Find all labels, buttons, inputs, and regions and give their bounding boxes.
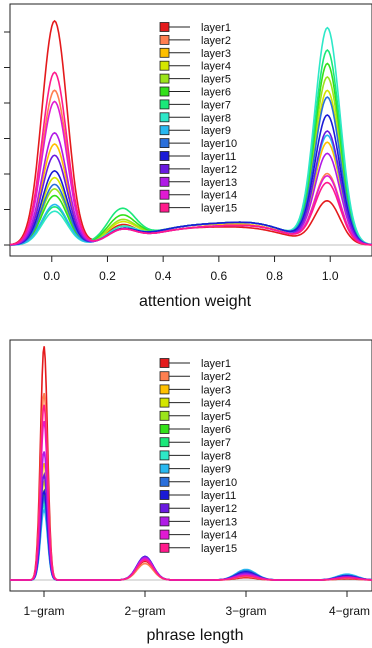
x-tick-label: 1.0: [322, 269, 339, 283]
legend-swatch-layer5: [159, 410, 170, 421]
x-tick-label: 0.2: [99, 269, 116, 283]
series-line-layer14: [10, 420, 372, 581]
legend-swatch-layer4: [159, 60, 170, 71]
series-line-layer15: [10, 404, 372, 581]
legend-swatch-layer11: [159, 490, 170, 500]
legend-swatch-layer2: [159, 371, 170, 382]
series-line-layer11: [10, 488, 372, 581]
legend-label-layer7: layer7: [201, 99, 231, 111]
legend-swatch-layer10: [159, 138, 170, 149]
legend-label-layer13: layer13: [201, 516, 237, 528]
series-line-layer15: [9, 71, 372, 246]
legend-swatch-layer3: [159, 384, 170, 395]
legend-label-layer8: layer8: [201, 450, 231, 462]
legend-label-layer12: layer12: [201, 503, 237, 515]
legend-label-layer11: layer11: [201, 490, 236, 502]
legend-label-layer9: layer9: [201, 125, 231, 137]
legend-label-layer10: layer10: [201, 477, 237, 489]
legend-swatch-layer9: [159, 125, 170, 136]
series-line-layer8: [10, 502, 372, 581]
legend-swatch-layer15: [159, 202, 170, 213]
legend-label-layer6: layer6: [201, 87, 231, 99]
x-tick-label: 1−gram: [23, 604, 64, 618]
legend-swatch-layer8: [159, 112, 170, 123]
legend-label-layer10: layer10: [201, 138, 237, 150]
legend-label-layer1: layer1: [201, 358, 231, 370]
legend-label-layer1: layer1: [201, 22, 231, 34]
legend-swatch-layer6: [159, 86, 170, 97]
series-line-layer1: [10, 346, 372, 581]
x-tick-label: 0.0: [43, 269, 60, 283]
x-tick-label: 2−gram: [124, 604, 165, 618]
x-axis-title: phrase length: [147, 627, 244, 644]
legend-label-layer6: layer6: [201, 424, 231, 436]
series-line-layer5: [10, 488, 372, 581]
legend-label-layer7: layer7: [201, 437, 231, 449]
x-tick-label: 4−gram: [329, 604, 370, 618]
legend-label-layer12: layer12: [201, 164, 237, 176]
series-line-layer10: [10, 495, 372, 581]
legend-label-layer2: layer2: [201, 371, 231, 383]
phrase-length-density-chart: 1−gram 2−gram 3−gram 4−gram phrase length lay…: [9, 339, 372, 644]
x-tick-label: 3−gram: [225, 604, 266, 618]
legend-label-layer14: layer14: [201, 530, 237, 542]
series-line-layer4: [10, 479, 372, 581]
series-line-layer3: [10, 462, 372, 581]
legend-label-layer5: layer5: [201, 411, 231, 423]
attention-weight-density-chart: 0.0 0.2 0.4 0.6 0.8 1.0 attention weight layer1…: [4, 3, 372, 310]
legend-swatch-layer9: [159, 463, 170, 474]
legend-label-layer15: layer15: [201, 203, 237, 215]
legend-swatch-layer11: [159, 151, 170, 161]
legend-swatch-layer14: [159, 529, 170, 540]
legend-swatch-layer7: [159, 99, 170, 110]
series-line-layer7: [10, 498, 372, 581]
series-line-layer9: [10, 507, 372, 581]
legend-label-layer9: layer9: [201, 464, 231, 476]
legend-swatch-layer14: [159, 189, 170, 200]
x-tick-label: 0.6: [211, 269, 228, 283]
legend-label-layer3: layer3: [201, 48, 231, 60]
x-axis-title: attention weight: [139, 293, 252, 310]
series-line-layer11: [9, 114, 372, 246]
legend-swatch-layer8: [159, 450, 170, 461]
legend-label-layer2: layer2: [201, 35, 231, 47]
legend-swatch-layer13: [159, 516, 170, 527]
legend-swatch-layer7: [159, 437, 170, 448]
legend-swatch-layer6: [159, 424, 170, 434]
legend-swatch-layer1: [159, 358, 170, 368]
legend-label-layer14: layer14: [201, 190, 237, 202]
legend-label-layer13: layer13: [201, 177, 237, 189]
legend-swatch-layer4: [159, 397, 170, 408]
plot-frame: [9, 3, 372, 257]
series-line-layer6: [10, 493, 372, 581]
plot-frame: [9, 339, 372, 592]
x-tick-label: 0.4: [155, 269, 172, 283]
legend-swatch-layer10: [159, 476, 170, 487]
legend-swatch-layer12: [159, 163, 170, 174]
legend-swatch-layer5: [159, 73, 170, 84]
legend-swatch-layer15: [159, 542, 170, 553]
legend-label-layer3: layer3: [201, 384, 231, 396]
legend-label-layer5: layer5: [201, 74, 231, 86]
legend-swatch-layer3: [159, 47, 170, 58]
legend-label-layer8: layer8: [201, 112, 231, 124]
series-line-layer12: [10, 471, 372, 581]
legend-swatch-layer2: [159, 35, 170, 45]
series-line-layer13: [10, 451, 372, 581]
series-line-layer2: [10, 392, 372, 581]
legend-label-layer4: layer4: [201, 398, 231, 410]
legend-swatch-layer12: [159, 503, 170, 514]
legend-label-layer15: layer15: [201, 543, 237, 555]
x-tick-label: 0.8: [266, 269, 283, 283]
legend-label-layer11: layer11: [201, 151, 236, 163]
legend-swatch-layer1: [159, 22, 170, 32]
legend-swatch-layer13: [159, 176, 170, 187]
legend-label-layer4: layer4: [201, 61, 231, 73]
